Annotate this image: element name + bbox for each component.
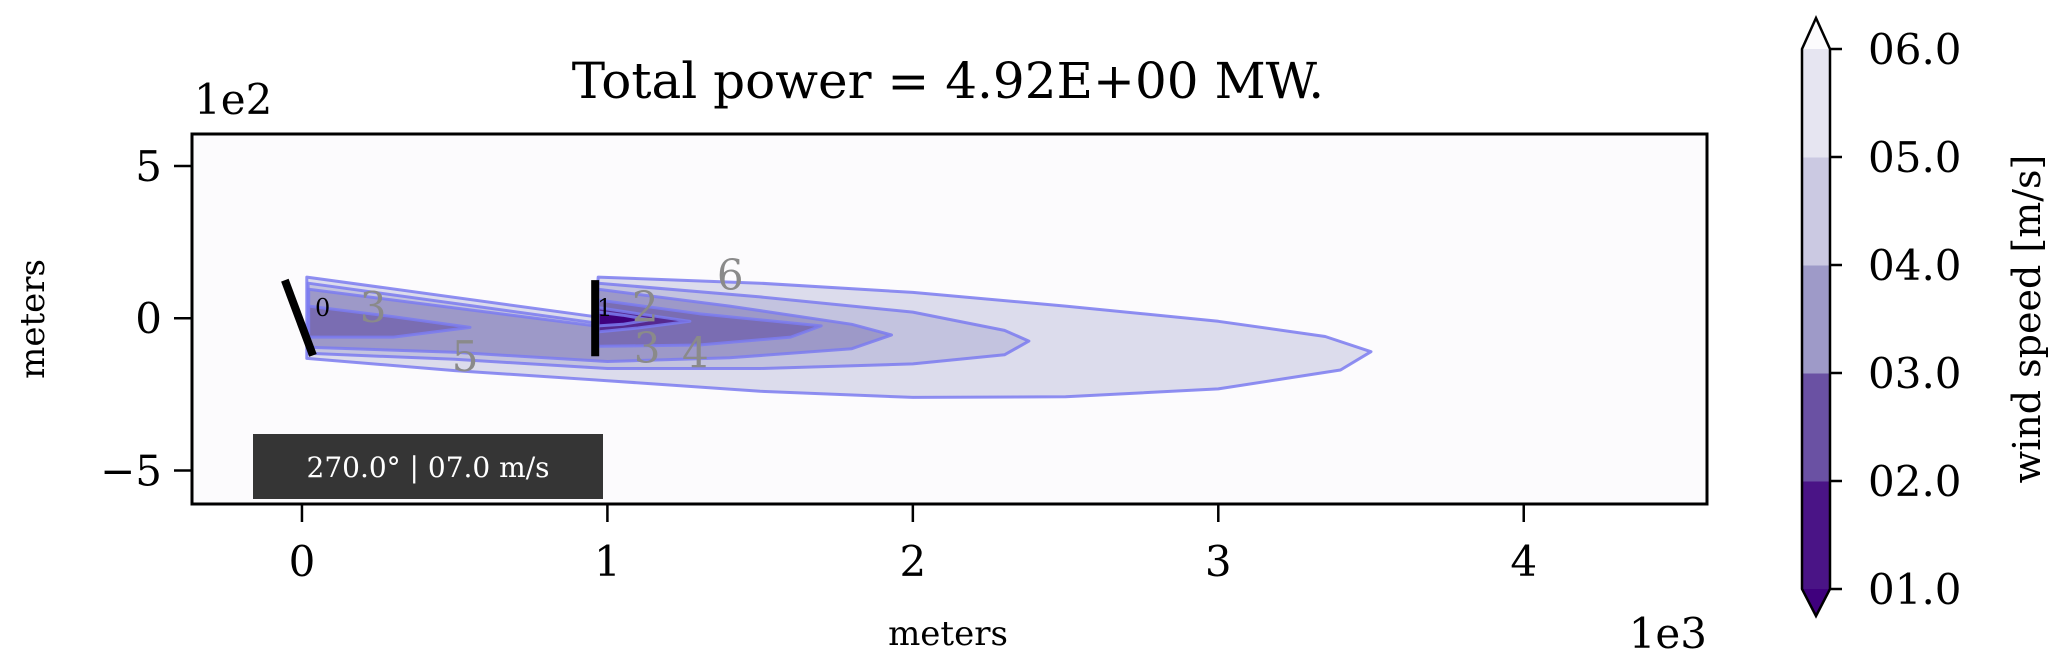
colorbar-segment (1802, 481, 1830, 590)
turbine-label: 0 (315, 294, 330, 322)
colorbar-tick-label: 04.0 (1868, 241, 1962, 290)
y-axis-ticks: 5 0 −5 (100, 142, 192, 496)
contour-layer (305, 275, 1373, 399)
colorbar-segment (1802, 157, 1830, 266)
colorbar-under-arrow (1802, 589, 1830, 616)
turbine-label: 1 (597, 294, 612, 322)
x-axis-label: meters (888, 614, 1008, 654)
colorbar-tick-label: 03.0 (1868, 349, 1962, 398)
x-tick-label: 0 (289, 537, 316, 586)
contour-label: 6 (717, 250, 744, 299)
contour-level-3 (307, 304, 472, 339)
y-offset-label: 1e2 (194, 75, 272, 124)
x-offset-label: 1e3 (1629, 609, 1707, 658)
contour-label: 3 (360, 283, 387, 332)
x-tick-label: 1 (594, 537, 621, 586)
contour-label: 2 (632, 282, 659, 331)
y-axis-label: meters (13, 259, 53, 379)
y-tick-label: 0 (135, 294, 162, 343)
colorbar: 01.0 02.0 03.0 04.0 05.0 06.0 (1800, 14, 1962, 619)
colorbar-label: wind speed [m/s] (2005, 155, 2049, 484)
contour-label: 5 (452, 332, 479, 381)
chart-title: Total power = 4.92E+00 MW. (572, 52, 1324, 110)
x-tick-label: 3 (1205, 537, 1232, 586)
x-tick-label: 4 (1510, 537, 1537, 586)
colorbar-segment (1802, 49, 1830, 158)
turbine-0 (281, 278, 317, 357)
contour-label: 4 (682, 328, 709, 377)
info-box-text: 270.0° | 07.0 m/s (307, 451, 550, 484)
colorbar-tick-label: 05.0 (1868, 133, 1962, 182)
colorbar-tick-label: 02.0 (1868, 457, 1962, 506)
colorbar-tick-label: 01.0 (1868, 565, 1962, 614)
y-tick-label: −5 (100, 447, 162, 496)
x-tick-label: 2 (899, 537, 926, 586)
x-axis-ticks: 0 1 2 3 4 (289, 504, 1537, 586)
contour-label: 3 (634, 323, 661, 372)
colorbar-tick-label: 06.0 (1868, 25, 1962, 74)
y-tick-label: 5 (135, 142, 162, 191)
colorbar-segment (1802, 373, 1830, 482)
info-box: 270.0° | 07.0 m/s (253, 434, 603, 499)
colorbar-segment (1802, 265, 1830, 374)
colorbar-over-arrow (1802, 18, 1830, 49)
